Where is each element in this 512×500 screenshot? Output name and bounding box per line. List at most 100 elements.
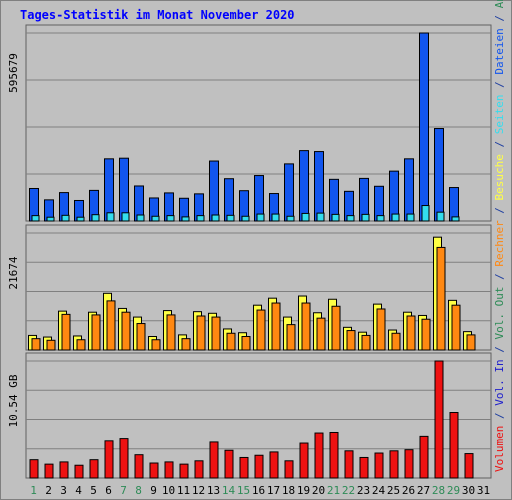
- series-label: /: [493, 267, 506, 287]
- bar-seiten-day-29: [451, 216, 460, 222]
- series-label: /: [493, 200, 506, 220]
- series-label: Anfragen: [493, 0, 506, 8]
- bar-volumen-day-29: [449, 412, 459, 479]
- bar-rechner-day-20: [316, 317, 326, 351]
- series-label: /: [493, 134, 506, 154]
- series-label: Vol. In: [493, 359, 506, 405]
- day-label: 21: [327, 484, 340, 497]
- bar-volumen-day-21: [329, 431, 339, 479]
- day-label: 26: [402, 484, 415, 497]
- bar-volumen-day-25: [389, 450, 399, 479]
- bar-volumen-day-4: [74, 464, 84, 479]
- series-label: Rechner: [493, 220, 506, 267]
- bar-volumen-day-22: [344, 450, 354, 479]
- bar-seiten-day-28: [436, 211, 445, 222]
- bar-rechner-day-24: [376, 308, 386, 351]
- bar-dateien-day-26: [404, 158, 414, 222]
- bar-rechner-day-10: [166, 314, 176, 351]
- bar-volumen-day-20: [314, 432, 324, 479]
- series-label: Vol. Out: [493, 287, 506, 340]
- bar-volumen-day-26: [404, 449, 414, 479]
- bar-volumen-day-16: [254, 454, 264, 479]
- bar-seiten-day-26: [406, 213, 415, 222]
- bar-volumen-day-12: [194, 460, 204, 479]
- day-label: 23: [357, 484, 370, 497]
- bar-seiten-day-10: [166, 215, 175, 222]
- bar-rechner-day-11: [181, 338, 191, 351]
- bar-volumen-day-14: [224, 449, 234, 479]
- bar-seiten-day-22: [346, 215, 355, 222]
- bar-seiten-day-11: [181, 216, 190, 222]
- bar-volumen-day-18: [284, 460, 294, 479]
- bar-seiten-day-7: [121, 212, 130, 222]
- series-label: /: [493, 340, 506, 360]
- bar-rechner-day-23: [361, 334, 371, 351]
- day-label: 20: [312, 484, 325, 497]
- bar-rechner-day-14: [226, 332, 236, 351]
- bar-rechner-day-28: [436, 246, 446, 351]
- bar-volumen-day-15: [239, 456, 249, 479]
- day-label: 15: [237, 484, 250, 497]
- day-label: 11: [177, 484, 190, 497]
- day-label: 2: [45, 484, 52, 497]
- bar-rechner-day-5: [91, 314, 101, 351]
- bar-volumen-day-8: [134, 454, 144, 479]
- bar-seiten-day-19: [301, 212, 310, 222]
- bar-volumen-day-11: [179, 463, 189, 479]
- day-label: 18: [282, 484, 295, 497]
- day-label: 7: [120, 484, 127, 497]
- bar-seiten-day-9: [151, 215, 160, 222]
- panel-2-ymax-label: 21674: [7, 256, 20, 289]
- day-label: 4: [75, 484, 82, 497]
- bar-seiten-day-20: [316, 212, 325, 222]
- bar-seiten-day-15: [241, 215, 250, 222]
- day-label: 28: [432, 484, 445, 497]
- series-label: /: [493, 406, 506, 426]
- bar-seiten-day-12: [196, 215, 205, 222]
- bar-seiten-day-21: [331, 213, 340, 222]
- bar-dateien-day-19: [299, 150, 309, 222]
- chart-title: Tages-Statistik im Monat November 2020: [20, 8, 295, 22]
- bar-seiten-day-2: [46, 216, 55, 222]
- bar-seiten-day-4: [76, 216, 85, 222]
- bar-rechner-day-1: [31, 338, 41, 351]
- bar-seiten-day-17: [271, 213, 280, 222]
- bar-rechner-day-4: [76, 339, 86, 351]
- day-label: 8: [135, 484, 142, 497]
- bar-rechner-day-9: [151, 339, 161, 351]
- bar-volumen-day-28: [434, 360, 444, 479]
- bar-seiten-day-24: [376, 215, 385, 222]
- bar-rechner-day-8: [136, 323, 146, 351]
- day-label: 12: [192, 484, 205, 497]
- day-label: 13: [207, 484, 220, 497]
- bar-dateien-day-29: [449, 187, 459, 222]
- bar-rechner-day-29: [451, 304, 461, 351]
- bar-rechner-day-6: [106, 300, 116, 351]
- bar-volumen-day-23: [359, 456, 369, 479]
- bar-volumen-day-1: [29, 459, 39, 479]
- bar-rechner-day-25: [391, 332, 401, 351]
- series-label: Volumen: [493, 426, 506, 472]
- day-label: 14: [222, 484, 236, 497]
- bar-volumen-day-3: [59, 461, 69, 479]
- bar-rechner-day-13: [211, 316, 221, 351]
- day-label: 29: [447, 484, 460, 497]
- bar-dateien-day-13: [209, 160, 219, 222]
- day-label: 10: [162, 484, 175, 497]
- day-label: 27: [417, 484, 430, 497]
- bar-volumen-day-2: [44, 463, 54, 479]
- day-label: 31: [477, 484, 490, 497]
- bar-volumen-day-6: [104, 440, 114, 479]
- bar-rechner-day-18: [286, 324, 296, 351]
- day-label: 9: [150, 484, 157, 497]
- bar-seiten-day-8: [136, 214, 145, 222]
- series-label: Seiten: [493, 94, 506, 134]
- bar-volumen-day-24: [374, 452, 384, 479]
- day-label: 24: [372, 484, 386, 497]
- bar-rechner-day-17: [271, 302, 281, 351]
- bar-rechner-day-7: [121, 311, 131, 351]
- day-label: 3: [60, 484, 67, 497]
- bar-rechner-day-15: [241, 336, 251, 351]
- bar-seiten-day-1: [31, 215, 40, 222]
- bar-dateien-day-28: [434, 128, 444, 222]
